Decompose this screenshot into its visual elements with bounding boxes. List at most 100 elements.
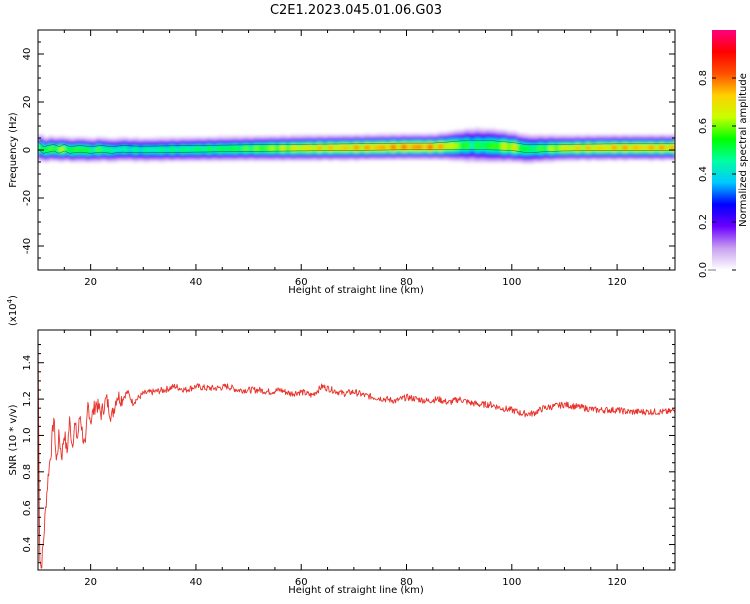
heatmap-cell — [295, 142, 302, 145]
heatmap-cell — [427, 150, 434, 152]
heatmap-cell — [185, 148, 192, 151]
heatmap-cell — [359, 135, 365, 138]
heatmap-cell — [480, 152, 487, 155]
heatmap-cell — [95, 142, 102, 145]
heatmap-cell — [69, 152, 76, 155]
heatmap-cell — [501, 150, 508, 152]
heatmap-cell — [627, 148, 634, 151]
heatmap-cell — [432, 134, 439, 137]
heatmap-cell — [206, 142, 213, 145]
heatmap-cell — [90, 142, 97, 145]
heatmap-cell — [238, 135, 244, 138]
heatmap-cell — [364, 151, 371, 153]
heatmap-cell — [306, 154, 313, 157]
heatmap-cell — [464, 152, 471, 155]
heatmap-cell — [259, 148, 265, 151]
heatmap-cell — [474, 153, 481, 156]
heatmap-cell — [343, 147, 350, 150]
heatmap-cell — [627, 153, 634, 156]
heatmap-cell — [453, 151, 460, 153]
heatmap-cell — [553, 152, 560, 155]
heatmap-cell — [264, 139, 271, 141]
heatmap-cell — [448, 151, 455, 153]
heatmap-cell — [159, 138, 165, 140]
heatmap-cell — [395, 157, 402, 159]
heatmap-cell — [459, 136, 466, 139]
heatmap-cell — [74, 159, 81, 162]
heatmap-cell — [522, 162, 529, 164]
heatmap-cell — [643, 154, 650, 157]
heatmap-cell — [501, 144, 508, 146]
heatmap-cell — [427, 145, 434, 147]
heatmap-cell — [506, 153, 513, 156]
heatmap-cell — [43, 146, 50, 149]
heatmap-cell — [401, 141, 408, 144]
heatmap-cell — [64, 148, 71, 151]
heatmap-cell — [201, 157, 208, 159]
heatmap-cell — [201, 156, 208, 158]
heatmap-cell — [311, 134, 318, 137]
heatmap-cell — [580, 154, 587, 157]
snr-y-multiplier: (x104) — [6, 295, 19, 326]
heatmap-cell — [138, 140, 144, 143]
heatmap-cell — [364, 135, 371, 138]
heatmap-cell — [174, 140, 181, 143]
heatmap-cell — [632, 144, 639, 146]
heatmap-cell — [95, 152, 102, 155]
heatmap-cell — [59, 136, 65, 139]
heatmap-cell — [85, 140, 92, 143]
heatmap-cell — [590, 140, 597, 143]
heatmap-cell — [459, 150, 466, 152]
heatmap-cell — [580, 139, 587, 141]
heatmap-cell — [480, 133, 487, 135]
heatmap-cell — [317, 141, 323, 144]
colorbar-scale — [712, 30, 736, 270]
heatmap-cell — [259, 139, 265, 141]
heatmap-cell — [243, 156, 250, 158]
heatmap-cell — [253, 136, 260, 139]
heatmap-cell — [106, 145, 113, 147]
heatmap-cell — [432, 140, 439, 143]
heatmap-cell — [106, 156, 113, 158]
heatmap-cell — [559, 151, 566, 153]
heatmap-cell — [517, 157, 523, 159]
heatmap-cell — [374, 146, 381, 149]
heatmap-cell — [95, 140, 102, 143]
heatmap-cell — [432, 151, 439, 153]
heatmap-cell — [238, 151, 244, 153]
heatmap-cell — [69, 150, 76, 152]
heatmap-cell — [506, 146, 513, 149]
heatmap-cell — [474, 154, 481, 157]
heatmap-cell — [474, 127, 481, 129]
heatmap-cell — [532, 158, 539, 161]
heatmap-cell — [632, 140, 639, 143]
heatmap-cell — [143, 156, 150, 158]
heatmap-cell — [517, 140, 523, 143]
heatmap-cell — [153, 144, 160, 146]
heatmap-cell — [216, 156, 223, 158]
heatmap-cell — [85, 150, 92, 152]
heatmap-cell — [659, 158, 666, 161]
heatmap-cell — [138, 159, 144, 162]
heatmap-cell — [501, 151, 508, 153]
heatmap-cell — [38, 153, 44, 156]
heatmap-cell — [522, 145, 529, 147]
heatmap-cell — [548, 141, 555, 144]
heatmap-cell — [353, 141, 360, 144]
heatmap-cell — [527, 158, 534, 161]
heatmap-cell — [101, 154, 108, 157]
heatmap-cell — [559, 157, 566, 159]
heatmap-cell — [527, 159, 534, 162]
heatmap-cell — [374, 144, 381, 146]
heatmap-cell — [90, 148, 97, 151]
heatmap-cell — [543, 139, 550, 141]
heatmap-cell — [611, 147, 618, 150]
heatmap-cell — [211, 157, 218, 159]
heatmap-cell — [101, 159, 108, 162]
heatmap-cell — [553, 151, 560, 153]
heatmap-cell — [227, 157, 234, 159]
heatmap-cell — [211, 153, 218, 156]
heatmap-cell — [669, 152, 675, 155]
heatmap-cell — [611, 154, 618, 157]
heatmap-cell — [90, 150, 97, 152]
